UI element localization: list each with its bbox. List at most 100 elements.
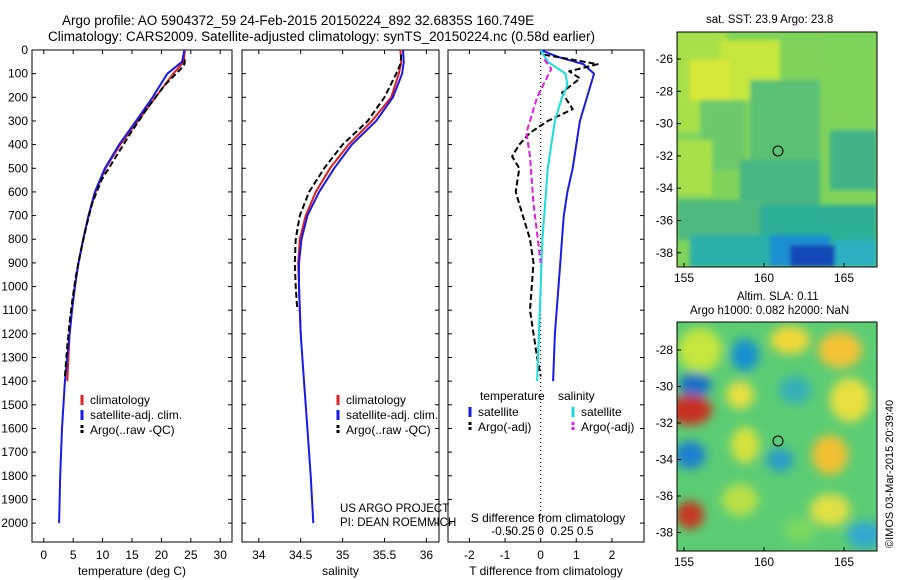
difference-xtick-label: -2 xyxy=(464,548,475,562)
map-ytick-label: -32 xyxy=(656,416,674,430)
legend-label: satellite-adj. clim. xyxy=(346,408,438,422)
series-salinity-argo-adj- xyxy=(525,58,553,264)
depth-tick-label: 1000 xyxy=(1,280,28,294)
sla-map-title-2: Argo h1000: 0.082 h2000: NaN xyxy=(690,305,850,317)
difference-xtick-label: 0 xyxy=(537,548,544,562)
depth-tick-label: 500 xyxy=(8,161,28,175)
map-ytick-label: -28 xyxy=(656,84,674,98)
legend-label: satellite xyxy=(478,405,519,419)
depth-tick-label: 900 xyxy=(8,256,28,270)
temperature-xtick-label: 0 xyxy=(40,548,47,562)
series-satellite-adj-clim- xyxy=(58,49,186,524)
depth-tick-label: 700 xyxy=(8,209,28,223)
map-ytick-label: -34 xyxy=(656,453,674,467)
map-ytick-label: -32 xyxy=(656,149,674,163)
map-ytick-label: -38 xyxy=(656,246,674,260)
depth-tick-label: 600 xyxy=(8,185,28,199)
legend-label: satellite-adj. clim. xyxy=(90,408,182,422)
s-diff-tick-label: 0 xyxy=(537,524,544,538)
legend-header: salinity xyxy=(558,389,595,403)
salinity-xlabel: salinity xyxy=(322,564,359,578)
project-credit: US ARGO PROJECT xyxy=(340,503,450,515)
series-satellite-adj-clim- xyxy=(298,49,405,524)
depth-tick-label: 400 xyxy=(8,138,28,152)
series-argo-raw-qc- xyxy=(63,59,186,377)
depth-tick-label: 1300 xyxy=(1,351,28,365)
map-xtick-label: 155 xyxy=(674,555,694,569)
sst-map-frame xyxy=(676,31,878,268)
temperature-xtick-label: 25 xyxy=(184,548,198,562)
depth-tick-label: 200 xyxy=(8,90,28,104)
depth-tick-label: 300 xyxy=(8,114,28,128)
depth-tick-label: 100 xyxy=(8,67,28,81)
s-diff-tick-label: 0.5 xyxy=(577,524,594,538)
depth-tick-label: 800 xyxy=(8,232,28,246)
depth-tick-label: 1700 xyxy=(1,445,28,459)
series-temperature-argo-adj- xyxy=(511,53,599,377)
map-xtick-label: 155 xyxy=(674,271,694,285)
map-ytick-label: -28 xyxy=(656,343,674,357)
s-diff-tick-label: -0.25 xyxy=(507,524,535,538)
sla-map xyxy=(677,322,877,551)
difference-frame xyxy=(447,49,645,543)
legend-header: temperature xyxy=(480,389,545,403)
legend-label: climatology xyxy=(346,393,406,407)
legend-label: Argo(..raw -QC) xyxy=(90,423,175,437)
sst-map-axes: 155 160 165 -26 -28 -30 -32 -34 -36 -38 xyxy=(656,52,855,285)
sla-map-axes: 155 160 165 -28 -30 -32 -34 -36 -38 xyxy=(656,343,855,569)
difference-xlabel: T difference from climatology xyxy=(469,564,623,578)
difference-panel: -2 -1 0 1 2 T difference from climatology -0.5… xyxy=(447,49,645,578)
difference-xtick-label: 2 xyxy=(609,548,616,562)
map-xtick-label: 165 xyxy=(834,555,854,569)
map-ytick-label: -36 xyxy=(656,214,674,228)
legend-label: Argo(-adj) xyxy=(581,420,634,434)
temperature-xtick-label: 10 xyxy=(96,548,110,562)
temperature-xtick-label: 15 xyxy=(125,548,139,562)
map-xtick-label: 160 xyxy=(754,271,774,285)
series-argo-raw-qc- xyxy=(293,54,403,311)
temperature-xtick-label: 5 xyxy=(70,548,77,562)
salinity-xtick-label: 36 xyxy=(420,548,434,562)
map-ytick-label: -38 xyxy=(656,526,674,540)
depth-tick-label: 1100 xyxy=(2,303,28,317)
temperature-xlabel: temperature (deg C) xyxy=(78,564,186,578)
depth-tick-label: 1500 xyxy=(1,398,28,412)
series-salinity-satellite xyxy=(536,49,569,382)
temperature-panel: 0100200300400500600700800900100011001200… xyxy=(1,43,233,578)
sla-map-title-1: Altim. SLA: 0.11 xyxy=(737,291,819,303)
salinity-xtick-label: 34.5 xyxy=(289,548,313,562)
depth-tick-label: 1400 xyxy=(1,374,28,388)
salinity-xtick-label: 35 xyxy=(336,548,350,562)
map-ytick-label: -30 xyxy=(656,380,674,394)
temperature-xtick-label: 30 xyxy=(214,548,228,562)
depth-tick-label: 1200 xyxy=(1,327,28,341)
difference-xtick-label: -1 xyxy=(500,548,511,562)
map-ytick-label: -30 xyxy=(656,117,674,131)
s-diff-tick-label: 0.25 xyxy=(550,524,574,538)
sla-map-frame xyxy=(676,321,878,552)
sst-map xyxy=(677,32,877,267)
sst-argo-marker xyxy=(772,145,784,157)
pi-credit: PI: DEAN ROEMMICH xyxy=(340,517,457,529)
s-diff-tick-label: -0.5 xyxy=(491,524,512,538)
depth-tick-label: 1800 xyxy=(1,469,28,483)
sla-argo-marker xyxy=(772,435,784,447)
temperature-xtick-label: 20 xyxy=(155,548,169,562)
salinity-xtick-label: 35.5 xyxy=(373,548,397,562)
depth-tick-label: 0 xyxy=(21,43,28,57)
depth-tick-label: 2000 xyxy=(1,516,28,530)
map-xtick-label: 165 xyxy=(834,271,854,285)
difference-xtick-label: 1 xyxy=(573,548,580,562)
legend-label: climatology xyxy=(90,393,150,407)
depth-tick-label: 1900 xyxy=(1,492,28,506)
imos-credit: ©IMOS 03-Mar-2015 20:39:40 xyxy=(884,400,896,548)
legend-label: Argo(..raw -QC) xyxy=(346,423,431,437)
header-line-2: Climatology: CARS2009. Satellite-adjuste… xyxy=(48,29,596,44)
map-xtick-label: 160 xyxy=(754,555,774,569)
map-ytick-label: -26 xyxy=(656,52,674,66)
map-ytick-label: -34 xyxy=(656,181,674,195)
legend-label: Argo(-adj) xyxy=(478,420,531,434)
depth-tick-label: 1600 xyxy=(1,421,28,435)
